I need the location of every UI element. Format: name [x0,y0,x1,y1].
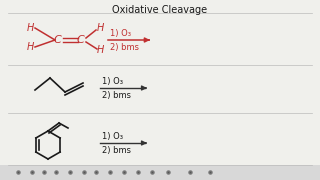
Text: 2) bms: 2) bms [102,91,131,100]
Text: 1) O₃: 1) O₃ [102,76,123,86]
Text: C: C [53,35,61,45]
Text: H: H [96,45,104,55]
Text: H: H [26,23,34,33]
Text: H: H [96,23,104,33]
Text: 2) bms: 2) bms [110,42,139,51]
Text: Oxidative Cleavage: Oxidative Cleavage [112,5,208,15]
Text: H: H [26,42,34,52]
Text: C: C [76,35,84,45]
Text: 2) bms: 2) bms [102,145,131,154]
FancyBboxPatch shape [0,165,320,180]
Text: 1) O₃: 1) O₃ [110,28,131,37]
Text: 1) O₃: 1) O₃ [102,132,123,141]
